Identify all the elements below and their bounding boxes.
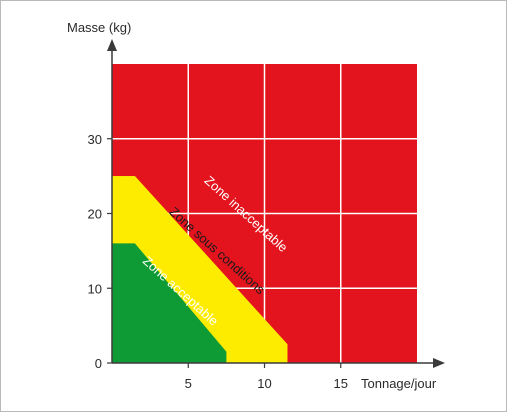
axes-layer — [107, 39, 445, 368]
x-tick-label: 15 — [334, 376, 348, 391]
x-axis-arrow — [433, 358, 445, 368]
y-tick-label: 10 — [88, 281, 102, 296]
tick-labels-layer: 0 10 20 30 5 10 15 — [88, 132, 348, 391]
grid-layer — [112, 64, 417, 363]
y-axis-arrow — [107, 39, 117, 51]
y-axis-title: Masse (kg) — [67, 20, 131, 35]
zone-acceptable-overlay — [112, 243, 227, 363]
x-tick-label: 10 — [257, 376, 271, 391]
y-tick-label: 0 — [95, 356, 102, 371]
x-tick-label: 5 — [185, 376, 192, 391]
y-tick-label: 20 — [88, 207, 102, 222]
y-tick-label: 30 — [88, 132, 102, 147]
x-axis-title: Tonnage/jour — [361, 376, 437, 391]
